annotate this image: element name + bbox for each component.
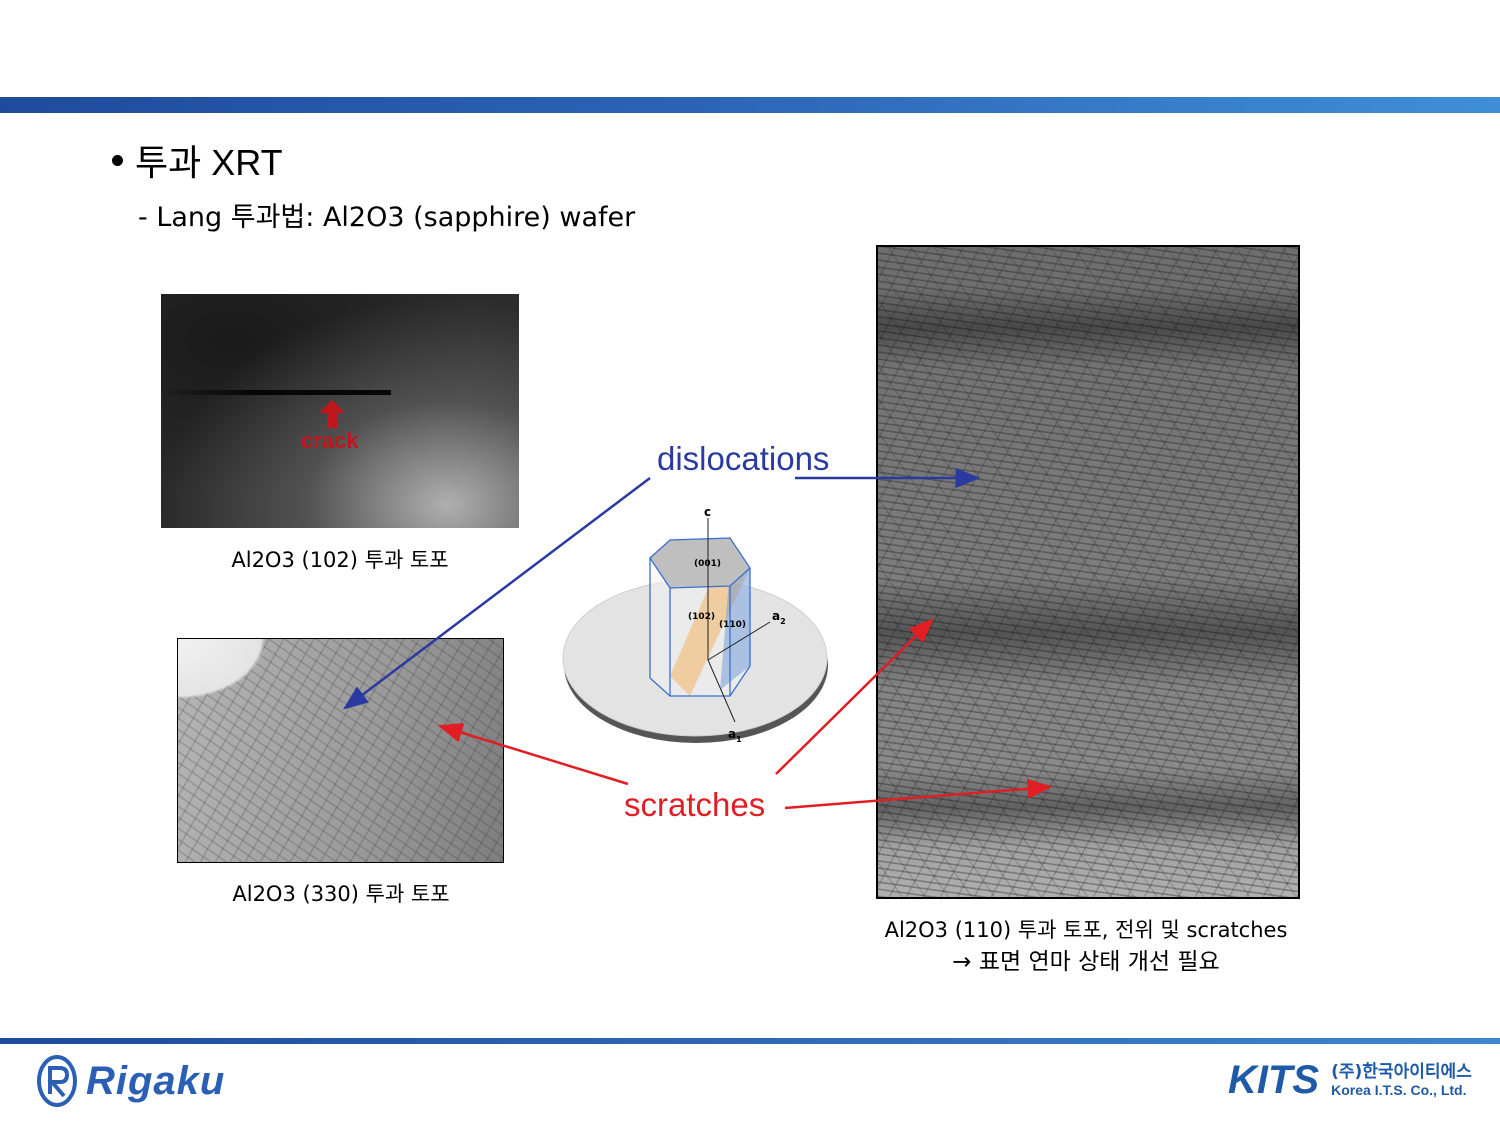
header-accent-bar xyxy=(0,97,1500,113)
kits-wordmark: KITS xyxy=(1228,1058,1320,1102)
rigaku-emblem-icon xyxy=(37,1055,77,1107)
dark-band xyxy=(878,577,1298,687)
company-name: (주)한국아이티에스 Korea I.T.S. Co., Ltd. xyxy=(1331,1061,1472,1099)
dislocations-label: dislocations xyxy=(657,440,830,477)
axis-c-label: c xyxy=(704,505,711,519)
slide-title: 투과 XRT xyxy=(112,134,283,186)
plane-110-shade xyxy=(720,568,750,690)
dark-band xyxy=(878,287,1298,367)
footer-accent-bar xyxy=(0,1038,1500,1044)
bullet-icon xyxy=(112,154,123,166)
plane-001-label: (001) xyxy=(694,559,721,569)
axis-a1-label: a1 xyxy=(728,727,742,744)
slide-title-text: 투과 XRT xyxy=(135,142,283,183)
rigaku-wordmark: Rigaku xyxy=(86,1058,226,1103)
company-name-en: Korea I.T.S. Co., Ltd. xyxy=(1331,1082,1467,1099)
caption-110-line1: Al2O3 (110) 투과 토포, 전위 및 scratches xyxy=(884,918,1288,942)
dark-band xyxy=(878,767,1298,847)
crack-arrow-icon xyxy=(319,400,345,428)
topograph-102-image: crack xyxy=(161,294,519,528)
topograph-330-image xyxy=(177,638,504,863)
rigaku-logo: Rigaku xyxy=(36,1054,225,1108)
plane-110-label: (110) xyxy=(719,620,746,630)
plane-102-label: (102) xyxy=(688,612,715,622)
kits-logo: KITS (주)한국아이티에스 Korea I.T.S. Co., Ltd. xyxy=(1228,1058,1472,1103)
company-name-ko: (주)한국아이티에스 xyxy=(1331,1061,1472,1082)
scratches-label: scratches xyxy=(624,786,766,823)
caption-330: Al2O3 (330) 투과 토포 xyxy=(232,882,450,906)
slide-subtitle: - Lang 투과법: Al2O3 (sapphire) wafer xyxy=(138,202,636,233)
caption-110-line2: → 표면 연마 상태 개선 필요 xyxy=(952,949,1220,975)
crack-label: crack xyxy=(301,428,359,453)
hexagonal-crystal-diagram: c a2 a1 (001) (102) (110) xyxy=(562,505,828,744)
caption-102: Al2O3 (102) 투과 토포 xyxy=(231,548,449,572)
topograph-110-image xyxy=(876,245,1300,899)
crystal-axes xyxy=(707,518,771,723)
crack-line xyxy=(161,390,391,395)
